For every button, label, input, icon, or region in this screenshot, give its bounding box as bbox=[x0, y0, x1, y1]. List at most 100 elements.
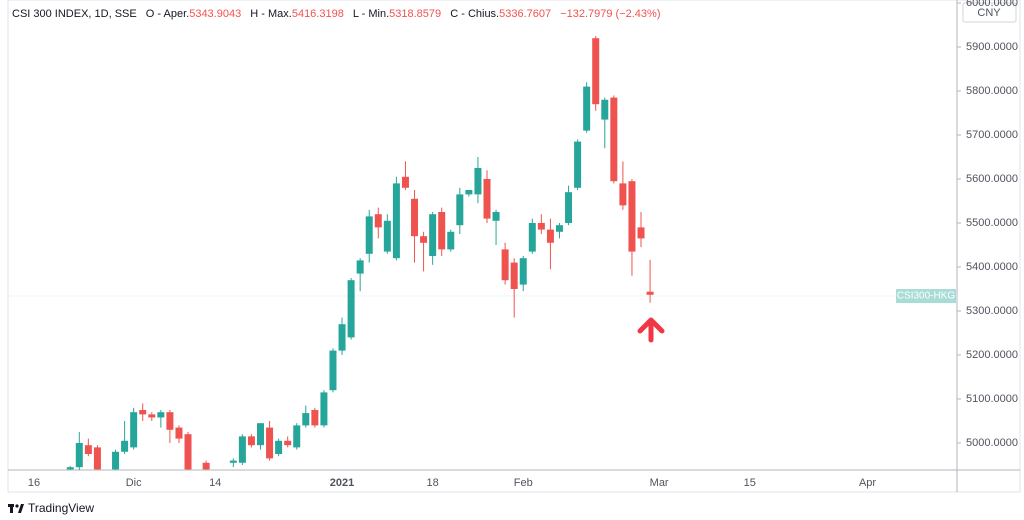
y-tick-label: 5600.0000 bbox=[966, 173, 1018, 185]
x-tick-label: Feb bbox=[514, 477, 533, 489]
candle-body bbox=[311, 409, 319, 426]
symbol: CSI 300 INDEX, 1D, SSE bbox=[12, 8, 137, 20]
candle-body bbox=[610, 97, 618, 182]
candle-body bbox=[139, 409, 147, 415]
candle-body bbox=[356, 260, 364, 274]
candle-body bbox=[619, 183, 627, 206]
candle-body bbox=[347, 280, 355, 338]
legend-header: CSI 300 INDEX, 1D, SSE O - Aper.5343.904… bbox=[12, 8, 661, 20]
currency[interactable]: CNY bbox=[977, 7, 1001, 19]
candle-body bbox=[293, 425, 301, 448]
candle-body bbox=[537, 222, 545, 230]
candle-body bbox=[383, 220, 391, 252]
candle-body bbox=[266, 427, 274, 459]
candle-body bbox=[320, 392, 328, 426]
candle-body bbox=[483, 178, 491, 219]
candle-body bbox=[637, 227, 645, 239]
plot-area bbox=[8, 35, 957, 470]
candle-body bbox=[130, 412, 138, 448]
candle-body bbox=[392, 183, 400, 259]
candle-body bbox=[546, 229, 554, 243]
candle-body bbox=[257, 423, 264, 446]
x-tick-label: 2021 bbox=[330, 477, 354, 489]
y-tick-label: 5200.0000 bbox=[966, 349, 1018, 361]
candle-body bbox=[411, 198, 419, 237]
x-tick-label: 14 bbox=[209, 477, 221, 489]
y-tick-label: 5100.0000 bbox=[966, 393, 1018, 405]
candle-body bbox=[583, 86, 591, 131]
candle-body bbox=[519, 258, 527, 285]
price-line-label: CSI300-HKG bbox=[897, 291, 956, 302]
candle-body bbox=[275, 440, 283, 454]
x-tick-label: 16 bbox=[28, 477, 40, 489]
candle-body bbox=[592, 38, 600, 105]
candle-body bbox=[202, 462, 210, 470]
candle-body bbox=[338, 324, 346, 351]
candle-body bbox=[374, 214, 382, 228]
currency-box[interactable] bbox=[962, 2, 1017, 23]
y-tick-label: 6000.0000 bbox=[966, 0, 1018, 9]
candle-body bbox=[284, 440, 292, 446]
candle-body bbox=[429, 214, 437, 256]
change: −132.7979 (−2.43%) bbox=[560, 8, 660, 20]
ohlc-value: 5343.9043 bbox=[189, 8, 241, 20]
ohlc-value: 5318.8579 bbox=[389, 8, 441, 20]
candle-body bbox=[121, 440, 129, 452]
x-tick-label: Apr bbox=[859, 477, 876, 489]
y-tick-label: 5900.0000 bbox=[966, 41, 1018, 53]
candle-body bbox=[365, 216, 373, 254]
candle-body bbox=[84, 445, 92, 454]
ohlc-value: 5416.3198 bbox=[292, 8, 344, 20]
candle-body bbox=[302, 413, 310, 426]
candle-body bbox=[628, 181, 636, 252]
brand: TradingView bbox=[28, 501, 94, 515]
y-tick-label: 5700.0000 bbox=[966, 129, 1018, 141]
y-tick-label: 5400.0000 bbox=[966, 261, 1018, 273]
chart-frame bbox=[7, 0, 1021, 493]
candle-body bbox=[66, 467, 74, 470]
candle-body bbox=[492, 211, 500, 221]
y-tick-label: 5800.0000 bbox=[966, 85, 1018, 97]
x-tick-label: 15 bbox=[744, 477, 756, 489]
candle-body bbox=[574, 141, 582, 188]
candle-body bbox=[420, 236, 428, 243]
candle-body bbox=[465, 189, 473, 195]
x-tick-label: Mar bbox=[650, 477, 669, 489]
ohlc-label: L - Min. bbox=[353, 8, 389, 20]
candle-body bbox=[474, 167, 482, 195]
candle-body bbox=[601, 99, 609, 120]
candle-body bbox=[229, 460, 237, 463]
candle-body bbox=[447, 231, 455, 250]
ohlc-label: O - Aper. bbox=[146, 8, 189, 20]
candle-body bbox=[175, 427, 183, 439]
x-tick-label: 18 bbox=[427, 477, 439, 489]
y-tick-label: 5300.0000 bbox=[966, 305, 1018, 317]
candle-body bbox=[438, 211, 446, 250]
candle-body bbox=[401, 176, 409, 188]
candle-body bbox=[184, 434, 192, 470]
candle-body bbox=[565, 192, 573, 223]
candle-body bbox=[238, 436, 246, 463]
y-tick-label: 5000.0000 bbox=[966, 437, 1018, 449]
candle-body bbox=[112, 451, 120, 470]
candle-body bbox=[646, 291, 654, 295]
candle-body bbox=[510, 262, 518, 289]
candle-body bbox=[528, 222, 536, 252]
ohlc-label: H - Max. bbox=[250, 8, 292, 20]
candle-body bbox=[329, 350, 337, 391]
candle-body bbox=[501, 249, 509, 281]
ohlc-value: 5336.7607 bbox=[499, 8, 551, 20]
brand-logo bbox=[8, 504, 24, 513]
candle-body bbox=[166, 412, 174, 430]
candle-body bbox=[93, 447, 101, 470]
x-tick-label: Dic bbox=[126, 477, 142, 489]
candle-body bbox=[247, 436, 255, 446]
candle-body bbox=[456, 194, 464, 226]
candle-body bbox=[148, 414, 156, 418]
y-tick-label: 5500.0000 bbox=[966, 217, 1018, 229]
ohlc-label: C - Chius. bbox=[450, 8, 499, 20]
price-line-tag bbox=[896, 289, 956, 304]
arrow bbox=[637, 317, 665, 343]
candle-body bbox=[75, 442, 83, 468]
